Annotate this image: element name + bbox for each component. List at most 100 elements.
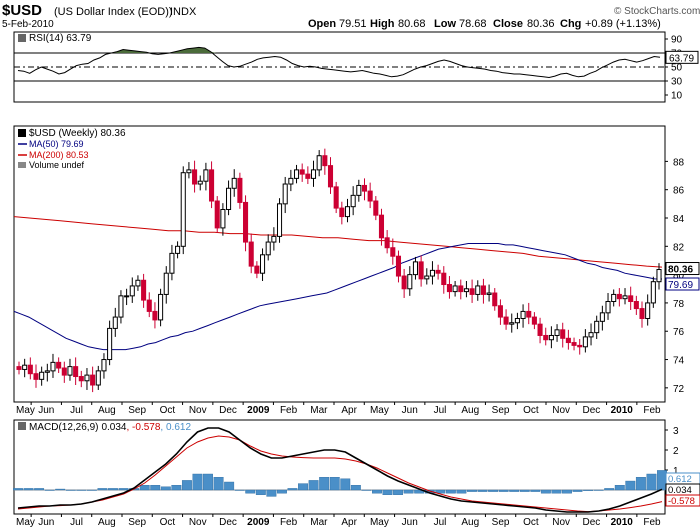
candle-body bbox=[577, 344, 583, 348]
ma50-line bbox=[13, 243, 663, 351]
price-legend-marker bbox=[18, 129, 26, 137]
candle-body bbox=[305, 173, 311, 179]
candle-body bbox=[299, 169, 305, 175]
change-label: Chg bbox=[560, 18, 581, 30]
macd-label-hist: , 0.612 bbox=[160, 422, 191, 433]
symbol-name: (US Dollar Index (EOD)) bbox=[54, 6, 173, 18]
x-tick-label-Nov: Nov bbox=[189, 517, 207, 528]
macd-hist-bar bbox=[572, 489, 583, 492]
macd-label-marker bbox=[18, 422, 26, 430]
x-tick-label-May: May bbox=[16, 517, 35, 528]
candle-body bbox=[560, 329, 566, 339]
x-tick-label-Jul: Jul bbox=[70, 405, 83, 416]
rsi-label-text: RSI(14) 63.79 bbox=[29, 33, 92, 44]
high-label: High bbox=[370, 18, 395, 30]
candle-body bbox=[548, 334, 554, 341]
candle-body bbox=[469, 288, 475, 295]
candle-body bbox=[322, 155, 328, 167]
x-tick-label-2010: 2010 bbox=[611, 517, 634, 528]
x-tick-label-2010: 2010 bbox=[611, 405, 634, 416]
candle-body bbox=[407, 274, 413, 290]
candle-body bbox=[429, 269, 435, 277]
candle-body bbox=[243, 201, 249, 243]
x-tick-label-Aug: Aug bbox=[461, 517, 479, 528]
macd-hist-bar bbox=[181, 480, 192, 491]
x-tick-label-Mar: Mar bbox=[310, 517, 328, 528]
candle-body bbox=[141, 279, 147, 301]
candle-body bbox=[158, 293, 164, 321]
x-tick-label-Dec: Dec bbox=[583, 517, 601, 528]
candle-body bbox=[520, 310, 526, 319]
price-tick-86: 86 bbox=[673, 186, 685, 197]
candle-body bbox=[276, 203, 283, 237]
low-label: Low bbox=[434, 18, 456, 30]
candle-body bbox=[333, 186, 339, 209]
chart-date: 5-Feb-2010 bbox=[2, 19, 54, 30]
macd-hist-bar bbox=[519, 489, 530, 492]
candle-body bbox=[339, 207, 345, 218]
close-label: Close bbox=[493, 18, 523, 30]
price-layer: 88 86 84 82 80 78 76 74 72 80.36 79.69 bbox=[13, 148, 700, 395]
macd-hist-bar bbox=[540, 489, 551, 494]
candle-body bbox=[628, 295, 634, 303]
candle-body bbox=[265, 241, 271, 256]
x-tick-label-Jun: Jun bbox=[402, 517, 418, 528]
candle-body bbox=[44, 370, 50, 373]
x-tick-label-Aug: Aug bbox=[98, 405, 116, 416]
candle-body bbox=[390, 247, 396, 257]
candle-body bbox=[611, 293, 617, 303]
x-tick-label-May: May bbox=[16, 405, 35, 416]
candle-body bbox=[395, 255, 402, 277]
macd-tick-1: 1 bbox=[673, 466, 679, 477]
price-tick-74: 74 bbox=[673, 356, 685, 367]
macd-hist-bar bbox=[44, 489, 55, 491]
volume-legend: Volume undef bbox=[29, 160, 85, 170]
macd-hist-bar bbox=[192, 473, 203, 491]
x-tick-label-Dec: Dec bbox=[583, 405, 601, 416]
macd-hist-bar bbox=[456, 489, 467, 494]
candle-body bbox=[73, 366, 79, 378]
candle-body bbox=[537, 323, 543, 336]
candle-body bbox=[39, 371, 45, 380]
x-tick-label-Jun: Jun bbox=[38, 517, 54, 528]
candle-body bbox=[458, 285, 464, 293]
ma50-legend: MA(50) 79.69 bbox=[29, 139, 84, 149]
x-tick-label-Jul: Jul bbox=[434, 405, 447, 416]
ma200-line bbox=[13, 216, 663, 268]
macd-hist-bar bbox=[646, 473, 657, 491]
candle-body bbox=[509, 322, 515, 325]
candle-body bbox=[401, 275, 407, 290]
price-tick-88: 88 bbox=[673, 157, 685, 168]
x-tick-label-Dec: Dec bbox=[219, 517, 237, 528]
macd-hist-bar bbox=[76, 489, 87, 491]
x-tick-label-Feb: Feb bbox=[280, 405, 298, 416]
macd-hist-bar bbox=[329, 477, 340, 491]
macd-hist-bar bbox=[245, 489, 256, 494]
x-tick-label-Oct: Oct bbox=[160, 405, 176, 416]
macd-hist-bar bbox=[361, 489, 372, 491]
candle-body bbox=[639, 308, 645, 319]
candle-body bbox=[101, 359, 107, 372]
candle-body bbox=[616, 293, 622, 300]
candle-body bbox=[424, 275, 430, 280]
ma200-legend: MA(200) 80.53 bbox=[29, 150, 89, 160]
x-tick-label-May: May bbox=[370, 517, 389, 528]
macd-hist-bar bbox=[23, 488, 34, 491]
candle-body bbox=[543, 334, 549, 341]
ma50-tag: 79.69 bbox=[668, 280, 693, 291]
macd-label-prefix: MACD(12,26,9) bbox=[29, 422, 98, 433]
macd-hist-bar bbox=[65, 489, 76, 491]
candle-body bbox=[90, 374, 96, 386]
candle-body bbox=[226, 187, 232, 211]
candle-body bbox=[237, 177, 243, 203]
x-tick-label-2009: 2009 bbox=[247, 517, 270, 528]
candle-body bbox=[531, 316, 537, 325]
x-tick-label-Apr: Apr bbox=[341, 517, 357, 528]
candle-body bbox=[107, 327, 113, 361]
change-value: +0.89 (+1.13%) bbox=[585, 18, 661, 30]
price-tick-72: 72 bbox=[673, 384, 685, 395]
x-tick-label-Nov: Nov bbox=[552, 405, 570, 416]
low-value: 78.68 bbox=[459, 18, 487, 30]
candle-body bbox=[344, 206, 351, 218]
candle-body bbox=[118, 295, 124, 318]
